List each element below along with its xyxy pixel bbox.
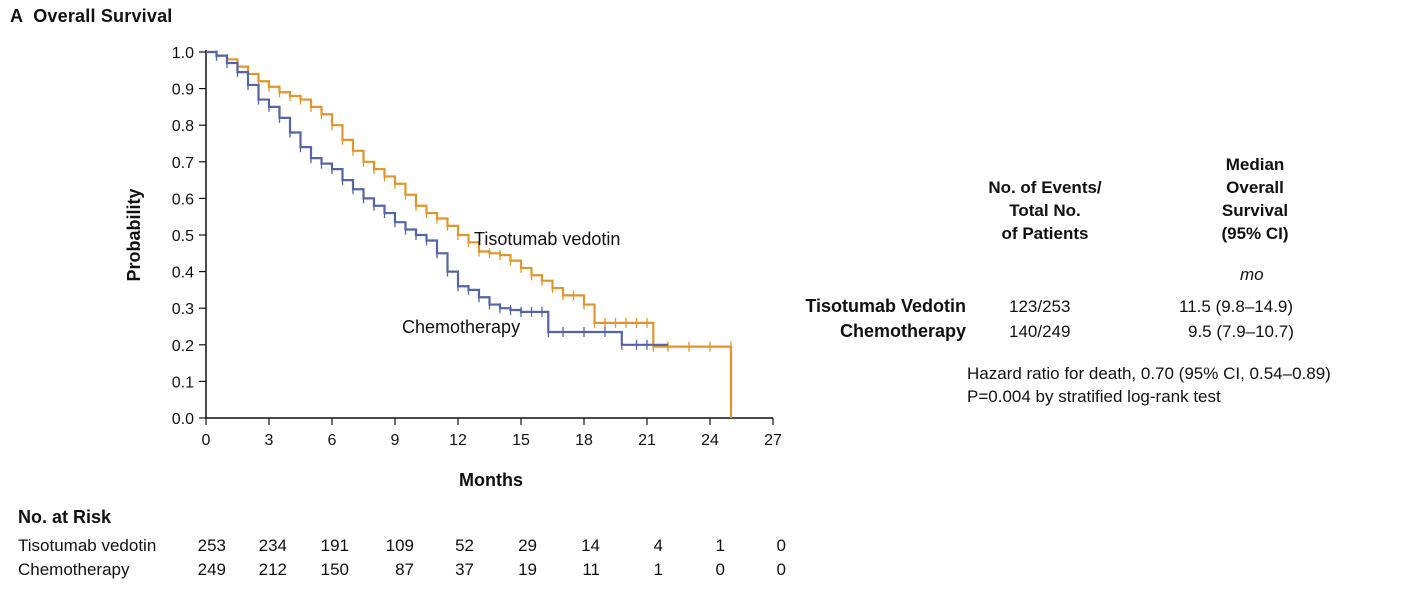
risk-cell: 0 [715, 560, 725, 579]
chemo-curve [206, 50, 668, 346]
risk-cell: 37 [455, 560, 474, 579]
y-axis-title: Probability [124, 188, 144, 281]
risk-cell: 87 [395, 560, 414, 579]
p-value-text: P=0.004 by stratified log-rank test [967, 387, 1221, 406]
y-tick-label: 0.8 [172, 118, 194, 135]
tisotumab-curve [206, 50, 733, 418]
panel-title-text: Overall Survival [33, 6, 173, 26]
chart-axes: 0.0 0.1 0.2 0.3 0.4 0.5 0.6 0.7 0.8 0.9 1.0 0 3 6 9 12 1… [172, 45, 782, 449]
risk-cell: 249 [197, 560, 226, 579]
y-tick-label: 0.7 [172, 155, 194, 172]
events-header-line: Total No. [1009, 201, 1081, 220]
x-tick-label: 27 [764, 432, 782, 449]
x-tick-label: 24 [701, 432, 719, 449]
summary-row-median: 11.5 (9.8–14.9) [1179, 297, 1294, 316]
y-tick-label: 0.5 [172, 228, 194, 245]
median-header: Median Overall Survival (95% CI) [1185, 153, 1325, 245]
events-header-line: of Patients [1001, 224, 1089, 243]
hazard-note: Hazard ratio for death, 0.70 (95% CI, 0.… [967, 362, 1331, 408]
y-tick-label: 0.9 [172, 82, 194, 99]
risk-cell: 11 [582, 560, 600, 579]
risk-cell: 1 [715, 536, 725, 555]
x-tick-label: 3 [265, 432, 274, 449]
x-tick-label: 15 [512, 432, 530, 449]
median-header-line: Overall [1226, 178, 1284, 197]
chemo-curve-label: Chemotherapy [402, 317, 520, 337]
panel-title: A Overall Survival [10, 6, 172, 27]
risk-cell: 191 [320, 536, 349, 555]
risk-table-title: No. at Risk [18, 507, 112, 527]
x-tick-label: 6 [328, 432, 337, 449]
risk-cell: 234 [258, 536, 287, 555]
risk-cell: 0 [776, 560, 786, 579]
summary-row-median: 9.5 (7.9–10.7) [1188, 322, 1294, 341]
x-axis-title: Months [459, 470, 523, 490]
risk-cell: 253 [197, 536, 226, 555]
events-header: No. of Events/ Total No. of Patients [960, 176, 1130, 245]
risk-cell: 29 [518, 536, 537, 555]
summary-row-name: Tisotumab Vedotin [805, 296, 966, 316]
median-header-line: Median [1225, 155, 1285, 174]
risk-cell: 14 [581, 536, 600, 555]
x-tick-label: 21 [638, 432, 656, 449]
y-tick-label: 0.3 [172, 301, 194, 318]
risk-cell: 19 [518, 560, 537, 579]
risk-cell: 0 [776, 536, 786, 555]
y-tick-label: 0.6 [172, 191, 194, 208]
x-tick-label: 18 [575, 432, 593, 449]
x-tick-label: 9 [391, 432, 400, 449]
summary-row-events: 123/253 [1009, 297, 1071, 316]
x-tick-label: 12 [449, 432, 467, 449]
hazard-ratio-text: Hazard ratio for death, 0.70 (95% CI, 0.… [967, 364, 1331, 383]
x-tick-label: 0 [202, 432, 211, 449]
panel-letter: A [10, 6, 24, 26]
median-header-line: Survival [1221, 201, 1289, 220]
risk-cell: 4 [653, 536, 663, 555]
y-tick-label: 0.1 [172, 374, 194, 391]
tisotumab-curve-label: Tisotumab vedotin [474, 229, 620, 249]
risk-cell: 52 [455, 536, 474, 555]
summary-row-name: Chemotherapy [839, 321, 966, 341]
unit-label: mo [1240, 265, 1264, 284]
y-tick-label: 0.0 [172, 411, 194, 428]
risk-row-name: Tisotumab vedotin [18, 536, 157, 555]
risk-cell: 150 [320, 560, 349, 579]
risk-cell: 212 [258, 560, 287, 579]
events-header-line: No. of Events/ [988, 178, 1102, 197]
chart-curves [206, 50, 733, 418]
y-tick-label: 1.0 [172, 45, 194, 62]
summary-row-events: 140/249 [1009, 322, 1071, 341]
risk-cell: 109 [385, 536, 414, 555]
risk-cell: 1 [653, 560, 663, 579]
y-tick-label: 0.2 [172, 338, 194, 355]
median-header-line: (95% CI) [1221, 224, 1289, 243]
y-tick-label: 0.4 [172, 265, 194, 282]
risk-row-name: Chemotherapy [18, 560, 130, 579]
